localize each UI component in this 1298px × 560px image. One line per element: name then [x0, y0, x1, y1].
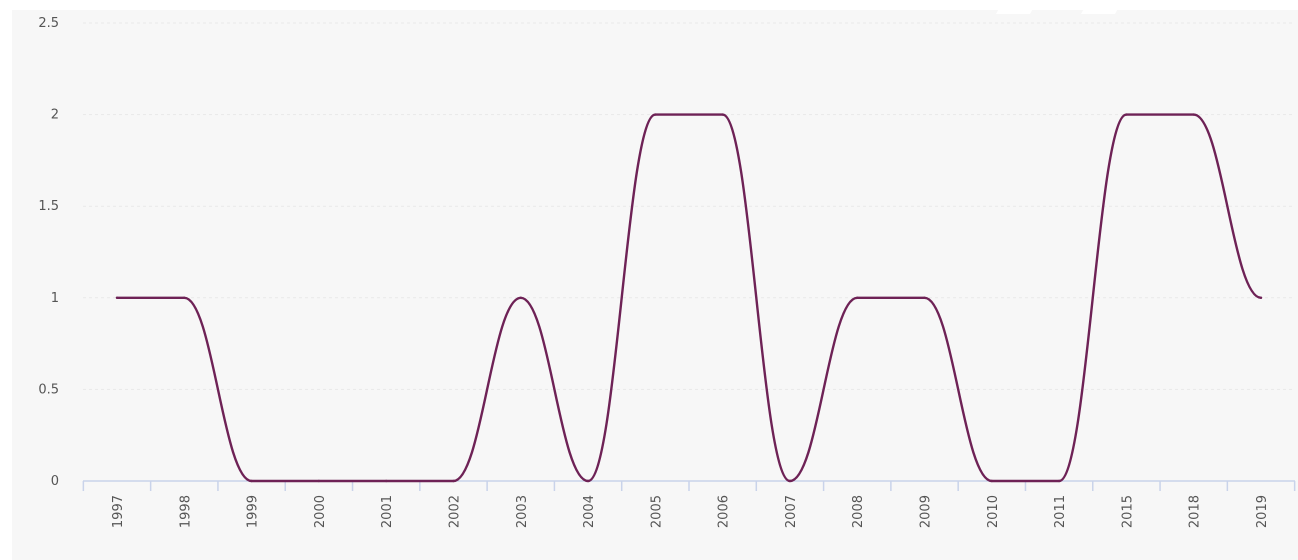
data-point — [183, 296, 186, 299]
y-tick-label: 2.5 — [38, 16, 59, 31]
x-tick-label: 2005 — [649, 495, 664, 528]
y-axis-tick-labels: 0 0.5 1 1.5 2 2.5 — [38, 16, 59, 489]
data-point — [452, 479, 455, 483]
data-point — [250, 479, 253, 483]
data-point — [519, 296, 522, 299]
data-point — [1259, 296, 1263, 299]
x-tick-label: 2002 — [447, 495, 462, 528]
x-tick-label: 1998 — [178, 495, 193, 528]
x-tick-label: 2018 — [1188, 495, 1203, 528]
y-tick-label: 0.5 — [38, 382, 59, 397]
data-point — [788, 479, 792, 483]
data-point — [721, 113, 724, 116]
x-axis — [82, 480, 1296, 491]
x-tick-label: 2001 — [380, 495, 395, 528]
data-point — [1057, 479, 1061, 483]
grid-lines — [83, 22, 1295, 390]
x-tick-label: 2008 — [851, 495, 866, 528]
x-tick-label: 2019 — [1255, 495, 1270, 528]
y-tick-label: 0 — [51, 474, 59, 489]
x-axis-tick-labels: 1997 1998 1999 2000 2001 2002 2003 2004 2005 2006… — [111, 495, 1270, 528]
x-tick-label: 2003 — [515, 495, 530, 528]
x-tick-label: 2009 — [919, 495, 934, 528]
data-point — [856, 296, 859, 299]
data-point — [115, 296, 119, 299]
data-point — [990, 479, 994, 483]
data-point — [923, 296, 926, 299]
x-tick-label: 1997 — [111, 495, 126, 528]
x-tick-label: 2007 — [784, 495, 799, 528]
data-point — [1192, 113, 1195, 116]
x-tick-label: 2010 — [986, 495, 1001, 528]
data-point — [654, 113, 657, 116]
y-tick-label: 1.5 — [38, 199, 59, 214]
data-point — [317, 479, 321, 483]
x-tick-label: 1999 — [246, 495, 261, 528]
x-tick-label: 2011 — [1053, 495, 1068, 528]
x-tick-label: 2000 — [313, 495, 328, 528]
y-tick-label: 1 — [51, 291, 59, 306]
x-tick-label: 2004 — [582, 495, 597, 528]
data-point — [1125, 113, 1128, 116]
y-tick-label: 2 — [51, 108, 59, 123]
x-tick-label: 2006 — [717, 495, 732, 528]
x-tick-label: 2015 — [1120, 495, 1135, 528]
data-point — [586, 479, 590, 483]
line-chart: 0 0.5 1 1.5 2 2.5 1997 1998 1999 2000 2001 2002 200… — [38, 16, 1296, 528]
data-point — [384, 479, 388, 483]
chart-panel: 0 0.5 1 1.5 2 2.5 1997 1998 1999 2000 2001 2002 200… — [12, 10, 1298, 560]
series-layer — [115, 113, 1263, 483]
